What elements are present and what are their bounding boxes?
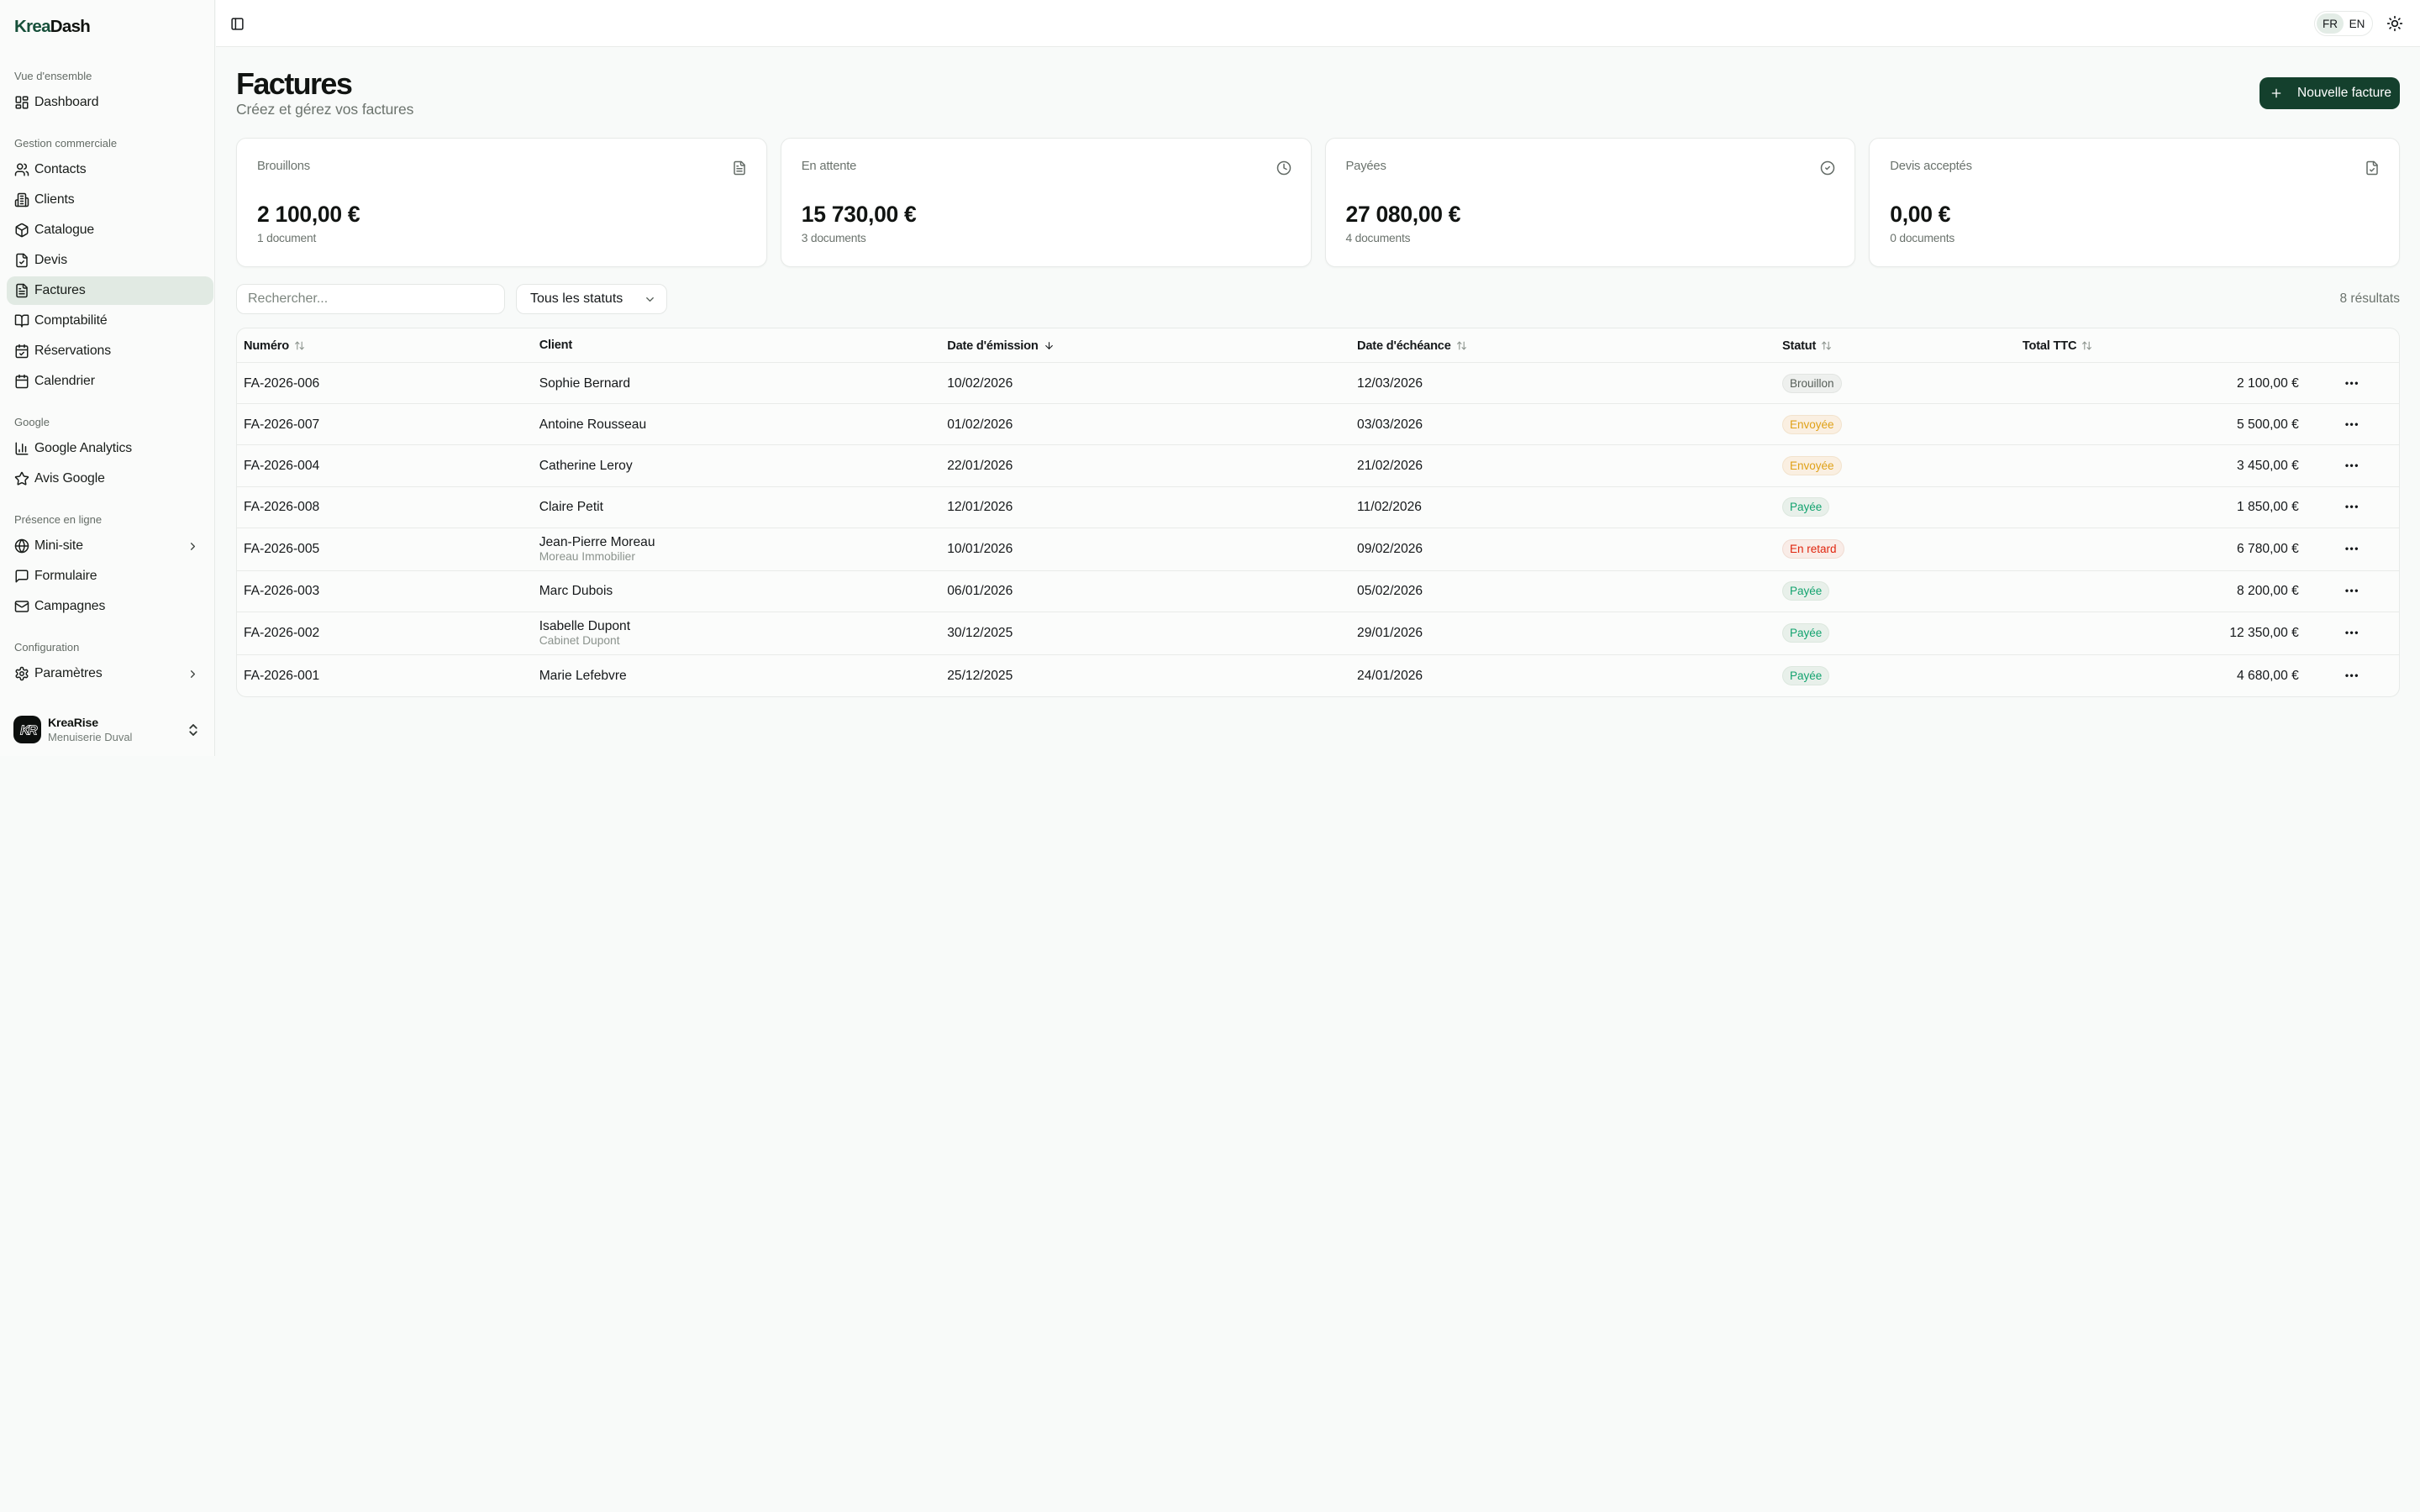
svg-text:KR: KR — [20, 724, 38, 738]
